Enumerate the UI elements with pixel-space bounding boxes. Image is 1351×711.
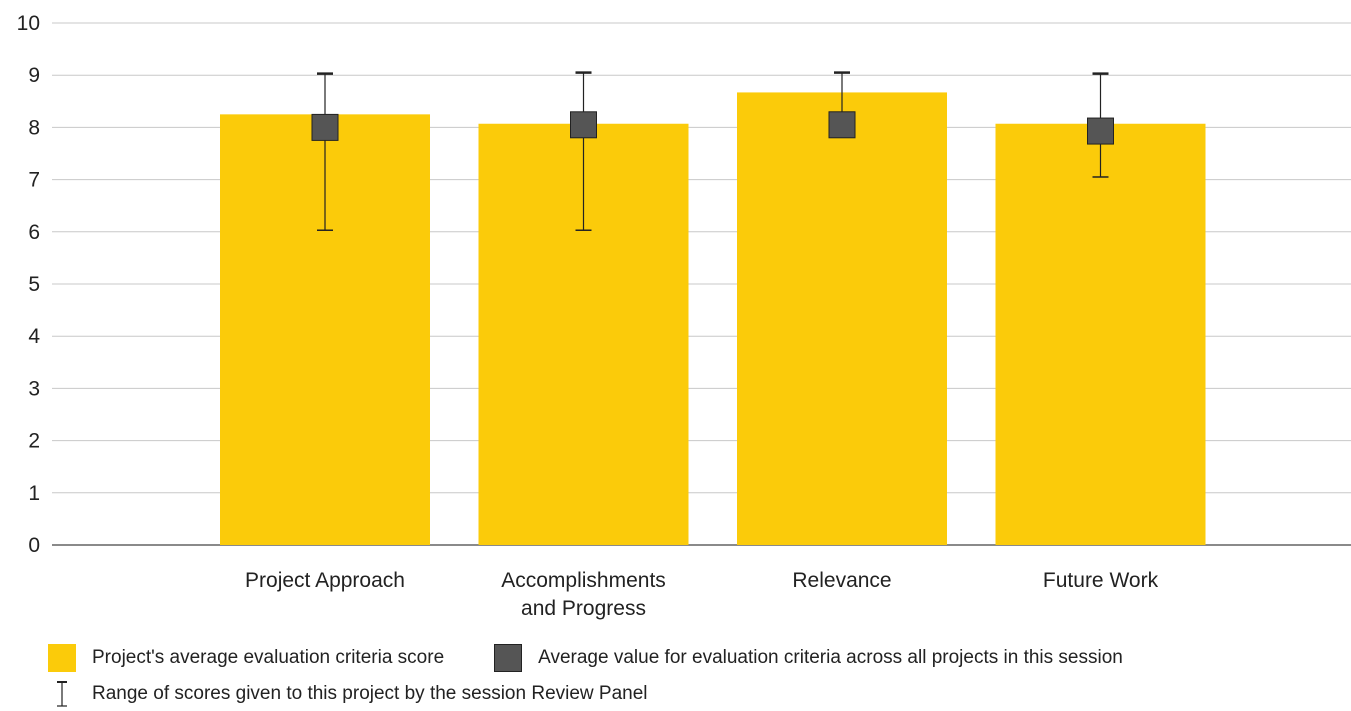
y-tick-label: 5 xyxy=(28,273,40,296)
y-tick-label: 1 xyxy=(28,482,40,505)
y-tick-label: 10 xyxy=(17,12,40,35)
session-average-marker xyxy=(828,111,856,139)
legend-bar-label: Project's average evaluation criteria sc… xyxy=(92,647,445,668)
session-average-markers xyxy=(311,111,1114,145)
bar xyxy=(995,123,1206,545)
y-tick-label: 8 xyxy=(28,116,40,139)
x-tick-label: Relevance xyxy=(792,569,891,592)
y-tick-label: 2 xyxy=(28,430,40,453)
y-tick-label: 6 xyxy=(28,221,40,244)
legend-average-swatch xyxy=(494,644,523,672)
bar xyxy=(737,92,947,546)
bar-chart: 0 1 2 3 4 5 6 7 8 9 10 Project Approach Accomplishm… xyxy=(17,12,1351,620)
y-tick-label: 0 xyxy=(28,534,40,557)
legend-row-2: Range of scores given to this project by… xyxy=(48,680,648,708)
y-tick-label: 3 xyxy=(28,377,40,400)
legend-average-label: Average value for evaluation criteria ac… xyxy=(538,647,1123,668)
y-tick-label: 7 xyxy=(28,169,40,192)
x-tick-label: Accomplishments xyxy=(501,569,666,592)
legend-row-1: Project's average evaluation criteria sc… xyxy=(48,644,1123,672)
x-axis-labels: Project Approach Accomplishments and Progr… xyxy=(245,569,1159,620)
x-tick-label: and Progress xyxy=(521,597,646,620)
session-average-marker xyxy=(1087,117,1114,145)
legend-bar-swatch xyxy=(48,644,76,672)
legend-range-label: Range of scores given to this project by… xyxy=(92,683,648,704)
range-error-bars xyxy=(317,71,1109,231)
range-ibeam-icon xyxy=(57,681,67,707)
y-axis-ticks: 0 1 2 3 4 5 6 7 8 9 10 xyxy=(17,12,41,557)
x-tick-label: Future Work xyxy=(1043,569,1159,592)
session-average-marker xyxy=(311,113,339,141)
x-tick-label: Project Approach xyxy=(245,569,405,592)
y-tick-label: 4 xyxy=(28,325,40,348)
session-average-marker xyxy=(570,111,597,139)
bars xyxy=(220,92,1206,546)
y-tick-label: 9 xyxy=(28,64,40,87)
